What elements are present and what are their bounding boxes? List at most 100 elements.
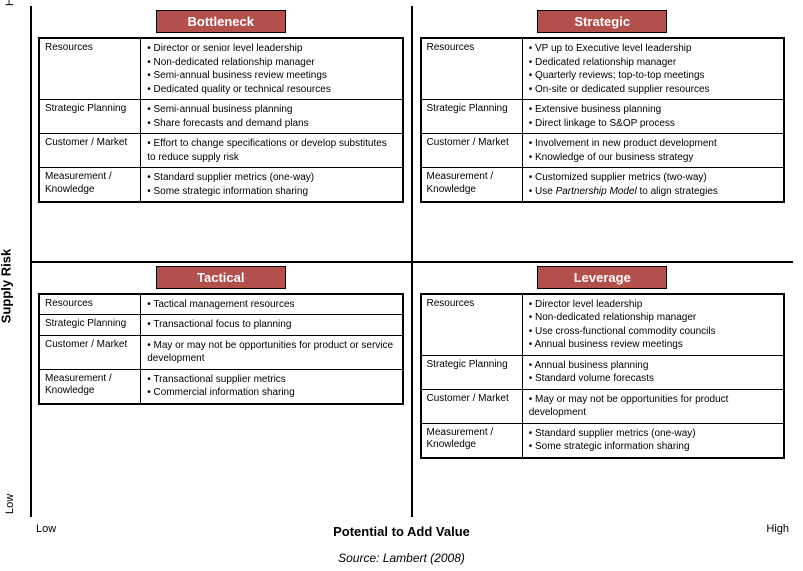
list-item: Dedicated quality or technical resources (147, 83, 397, 97)
row-items: Standard supplier metrics (one-way)Some … (141, 168, 401, 201)
row-items: Involvement in new product developmentKn… (523, 134, 783, 167)
list-item: Non-dedicated relationship manager (529, 311, 779, 325)
table-row: ResourcesVP up to Executive level leader… (422, 39, 784, 99)
row-items: Tactical management resources (141, 295, 401, 315)
list-item: May or may not be opportunities for prod… (147, 339, 397, 366)
y-axis-label: Supply Risk (0, 248, 14, 322)
row-category: Resources (40, 295, 141, 315)
row-items: May or may not be opportunities for prod… (141, 336, 401, 369)
list-item: Semi-annual business review meetings (147, 69, 397, 83)
quadrant-strategic: StrategicResourcesVP up to Executive lev… (412, 6, 794, 262)
row-category: Customer / Market (422, 134, 523, 167)
x-axis-label: Potential to Add Value (333, 524, 470, 539)
row-items: Standard supplier metrics (one-way)Some … (523, 424, 783, 457)
row-category: Measurement / Knowledge (40, 168, 141, 201)
list-item: On-site or dedicated supplier resources (529, 83, 779, 97)
row-items: Director level leadershipNon-dedicated r… (523, 295, 783, 355)
table-row: Strategic Planning Transactional focus to… (40, 314, 402, 335)
list-item: Transactional focus to planning (147, 318, 397, 332)
quadrant-table: ResourcesDirector level leadershipNon-de… (420, 293, 786, 459)
table-row: Measurement / KnowledgeStandard supplier… (422, 423, 784, 457)
table-row: Customer / MarketMay or may not be oppor… (40, 335, 402, 369)
quadrant-table: Resources Director or senior level leader… (38, 37, 404, 203)
list-item: Some strategic information sharing (147, 185, 397, 199)
quadrant-title: Bottleneck (156, 10, 286, 33)
row-items: Customized supplier metrics (two-way)Use… (523, 168, 783, 201)
list-item: May or may not be opportunities for prod… (529, 393, 779, 420)
table-row: Resources Director or senior level leader… (40, 39, 402, 99)
quadrant-bottleneck: Bottleneck Resources Director or senior le… (30, 6, 412, 262)
table-row: ResourcesDirector level leadershipNon-de… (422, 295, 784, 355)
list-item: Direct linkage to S&OP process (529, 117, 779, 131)
row-category: Strategic Planning (40, 100, 141, 133)
list-item: Effort to change specifications or devel… (147, 137, 397, 164)
list-item: Quarterly reviews; top-to-top meetings (529, 69, 779, 83)
table-row: Measurement / KnowledgeCustomized suppli… (422, 167, 784, 201)
table-row: Customer / MarketEffort to change specif… (40, 133, 402, 167)
list-item: VP up to Executive level leadership (529, 42, 779, 56)
table-row: Customer / MarketInvolvement in new prod… (422, 133, 784, 167)
row-items: Extensive business planningDirect linkag… (523, 100, 783, 133)
row-items: Transactional supplier metricsCommercial… (141, 370, 401, 403)
row-category: Resources (422, 39, 523, 99)
list-item: Use Partnership Model to align strategie… (529, 185, 779, 199)
row-category: Customer / Market (422, 390, 523, 423)
list-item: Tactical management resources (147, 298, 397, 312)
row-items: Semi-annual business planningShare forec… (141, 100, 401, 133)
y-axis-low-label: Low (4, 494, 16, 514)
list-item: Involvement in new product development (529, 137, 779, 151)
list-item: Semi-annual business planning (147, 103, 397, 117)
list-item: Extensive business planning (529, 103, 779, 117)
list-item: Annual business planning (529, 359, 779, 373)
row-category: Customer / Market (40, 336, 141, 369)
quadrant-title: Leverage (537, 266, 667, 289)
list-item: Dedicated relationship manager (529, 56, 779, 70)
list-item: Knowledge of our business strategy (529, 151, 779, 165)
list-item: Director level leadership (529, 298, 779, 312)
row-items: May or may not be opportunities for prod… (523, 390, 783, 423)
list-item: Non-dedicated relationship manager (147, 56, 397, 70)
y-axis-high-label: High (4, 0, 16, 6)
list-item: Standard volume forecasts (529, 372, 779, 386)
row-items: Effort to change specifications or devel… (141, 134, 401, 167)
row-category: Strategic Planning (422, 100, 523, 133)
matrix-container: Bottleneck Resources Director or senior le… (30, 6, 793, 517)
quadrant-table: ResourcesVP up to Executive level leader… (420, 37, 786, 203)
source-citation: Source: Lambert (2008) (338, 551, 465, 565)
list-item: Transactional supplier metrics (147, 373, 397, 387)
row-category: Measurement / Knowledge (40, 370, 141, 403)
row-items: Transactional focus to planning (141, 315, 401, 335)
list-item: Director or senior level leadership (147, 42, 397, 56)
row-items: Annual business planningStandard volume … (523, 356, 783, 389)
list-item: Use cross-functional commodity councils (529, 325, 779, 339)
list-item: Commercial information sharing (147, 386, 397, 400)
table-row: Resources Tactical management resources (40, 295, 402, 315)
quadrant-title: Strategic (537, 10, 667, 33)
row-category: Customer / Market (40, 134, 141, 167)
list-item: Annual business review meetings (529, 338, 779, 352)
table-row: Strategic PlanningExtensive business pla… (422, 99, 784, 133)
x-axis-low-label: Low (36, 523, 56, 535)
table-row: Strategic PlanningSemi-annual business p… (40, 99, 402, 133)
table-row: Strategic PlanningAnnual business planni… (422, 355, 784, 389)
row-category: Strategic Planning (40, 315, 141, 335)
row-category: Resources (40, 39, 141, 99)
list-item: Some strategic information sharing (529, 440, 779, 454)
table-row: Customer / MarketMay or may not be oppor… (422, 389, 784, 423)
row-category: Measurement / Knowledge (422, 168, 523, 201)
list-item: Standard supplier metrics (one-way) (529, 427, 779, 441)
list-item: Standard supplier metrics (one-way) (147, 171, 397, 185)
row-category: Measurement / Knowledge (422, 424, 523, 457)
table-row: Measurement / KnowledgeStandard supplier… (40, 167, 402, 201)
x-axis-high-label: High (766, 523, 789, 535)
row-category: Resources (422, 295, 523, 355)
quadrant-table: Resources Tactical management resources St… (38, 293, 404, 405)
quadrant-tactical: Tactical Resources Tactical management res… (30, 262, 412, 518)
list-item: Share forecasts and demand plans (147, 117, 397, 131)
quadrant-leverage: LeverageResourcesDirector level leadersh… (412, 262, 794, 518)
row-category: Strategic Planning (422, 356, 523, 389)
quadrant-title: Tactical (156, 266, 286, 289)
row-items: VP up to Executive level leadershipDedic… (523, 39, 783, 99)
table-row: Measurement / KnowledgeTransactional sup… (40, 369, 402, 403)
list-item: Customized supplier metrics (two-way) (529, 171, 779, 185)
